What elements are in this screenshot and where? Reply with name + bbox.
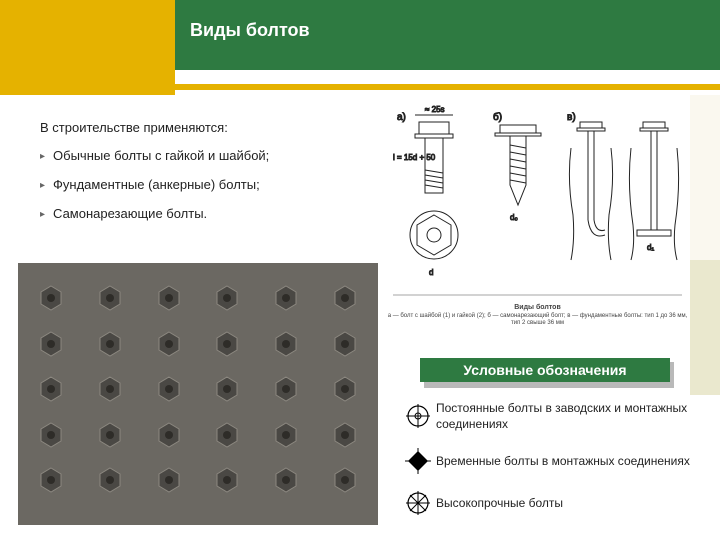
- svg-text:≈ 25s: ≈ 25s: [425, 105, 445, 114]
- photo-bolt: [36, 329, 66, 359]
- photo-bolt: [212, 465, 242, 495]
- photo-bolt: [271, 465, 301, 495]
- bullet-text: Обычные болты с гайкой и шайбой;: [53, 148, 269, 163]
- legend-text: Постоянные болты в заводских и монтажных…: [436, 400, 710, 432]
- photo-bolt: [154, 283, 184, 313]
- photo-bolt: [330, 283, 360, 313]
- photo-row: [36, 420, 360, 450]
- photo-bolt: [36, 374, 66, 404]
- photo-bolt: [154, 465, 184, 495]
- photo-bolt: [95, 465, 125, 495]
- photo-bolt: [271, 420, 301, 450]
- list-item: ▸ Самонарезающие болты.: [40, 206, 370, 221]
- bullet-icon: ▸: [40, 180, 45, 191]
- bullet-text: Самонарезающие болты.: [53, 206, 207, 221]
- legend-list: Постоянные болты в заводских и монтажных…: [400, 400, 710, 532]
- permanent-bolt-icon: [400, 403, 436, 429]
- bullet-icon: ▸: [40, 151, 45, 162]
- accent-strip: [0, 84, 720, 90]
- photo-row: [36, 465, 360, 495]
- bolt-drawing-svg: а) ≈ 25s l = 15d + 50 d б) d₀: [385, 100, 690, 330]
- svg-text:б): б): [493, 111, 502, 123]
- bolt-photo: [18, 263, 378, 525]
- photo-bolt: [212, 420, 242, 450]
- temporary-bolt-icon: [400, 448, 436, 474]
- intro-text: В строительстве применяются:: [40, 120, 228, 135]
- photo-bolt: [95, 329, 125, 359]
- high-strength-bolt-icon: [400, 490, 436, 516]
- photo-bolt: [95, 420, 125, 450]
- diagram-caption: Виды болтов а — болт с шайбой (1) и гайк…: [385, 304, 690, 327]
- photo-row: [36, 329, 360, 359]
- photo-bolt: [95, 283, 125, 313]
- photo-bolt: [154, 329, 184, 359]
- photo-bolt: [212, 283, 242, 313]
- photo-bolt: [271, 329, 301, 359]
- photo-bolt: [271, 374, 301, 404]
- legend-title: Условные обозначения: [420, 358, 670, 382]
- photo-bolt: [154, 374, 184, 404]
- legend-item: Высокопрочные болты: [400, 490, 710, 516]
- bullet-list: ▸ Обычные болты с гайкой и шайбой; ▸ Фун…: [40, 148, 370, 235]
- photo-bolt: [271, 283, 301, 313]
- photo-bolt: [330, 465, 360, 495]
- header-accent-block: [0, 0, 175, 95]
- legend-item: Постоянные болты в заводских и монтажных…: [400, 400, 710, 432]
- photo-bolt: [36, 420, 66, 450]
- caption-title: Виды болтов: [385, 304, 690, 312]
- photo-row: [36, 283, 360, 313]
- svg-text:а): а): [397, 112, 406, 123]
- svg-text:d₀: d₀: [510, 213, 518, 222]
- photo-bolt: [95, 374, 125, 404]
- svg-text:в): в): [567, 112, 576, 123]
- bullet-text: Фундаментные (анкерные) болты;: [53, 177, 260, 192]
- page-title: Виды болтов: [190, 20, 310, 41]
- list-item: ▸ Фундаментные (анкерные) болты;: [40, 177, 370, 192]
- legend-text: Высокопрочные болты: [436, 495, 710, 511]
- photo-bolt: [212, 329, 242, 359]
- technical-diagram: а) ≈ 25s l = 15d + 50 d б) d₀: [385, 100, 690, 330]
- photo-bolt: [330, 374, 360, 404]
- photo-bolt: [330, 329, 360, 359]
- photo-bolt: [36, 283, 66, 313]
- bullet-icon: ▸: [40, 209, 45, 220]
- photo-bolt: [154, 420, 184, 450]
- caption-detail: а — болт с шайбой (1) и гайкой (2); б — …: [385, 313, 690, 327]
- photo-bolt: [36, 465, 66, 495]
- photo-bolt: [330, 420, 360, 450]
- legend-item: Временные болты в монтажных соединениях: [400, 448, 710, 474]
- photo-row: [36, 374, 360, 404]
- svg-text:d: d: [429, 268, 433, 277]
- list-item: ▸ Обычные болты с гайкой и шайбой;: [40, 148, 370, 163]
- svg-text:l = 15d + 50: l = 15d + 50: [393, 153, 436, 162]
- svg-text:d₁: d₁: [647, 243, 654, 252]
- legend-title-box: Условные обозначения: [420, 358, 670, 382]
- right-decorative-strip: [690, 95, 720, 395]
- photo-bolt: [212, 374, 242, 404]
- legend-text: Временные болты в монтажных соединениях: [436, 453, 710, 469]
